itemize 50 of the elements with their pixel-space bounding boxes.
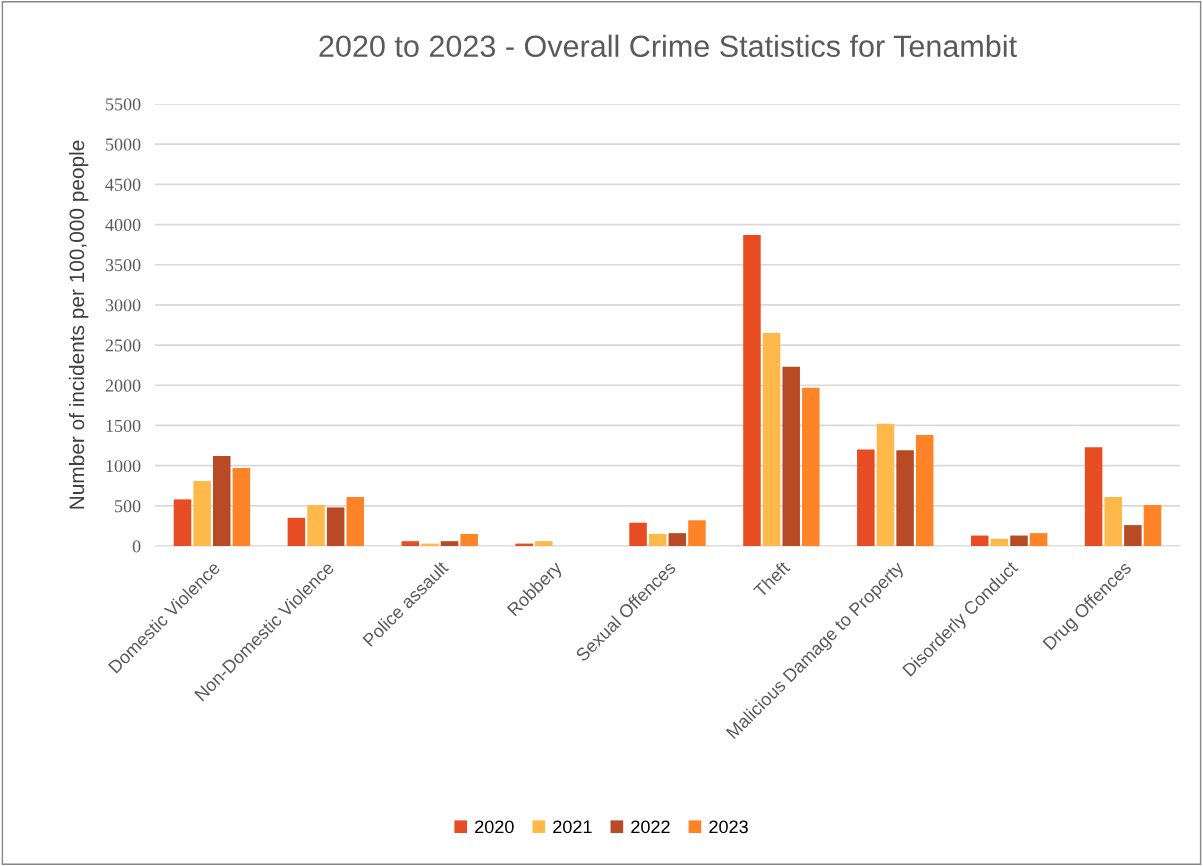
y-tick-label: 500 bbox=[115, 500, 141, 513]
y-tick-label: 5000 bbox=[106, 138, 141, 151]
y-tick-label: 3000 bbox=[105, 299, 141, 312]
bar bbox=[970, 535, 989, 546]
bar bbox=[857, 449, 875, 546]
bar bbox=[1124, 525, 1142, 546]
bar bbox=[648, 533, 667, 546]
legend-label: 2022 bbox=[631, 820, 670, 834]
bar bbox=[629, 522, 647, 546]
bar bbox=[1010, 535, 1028, 546]
bar bbox=[460, 533, 478, 546]
bar bbox=[440, 541, 459, 546]
legend-label: 2021 bbox=[553, 820, 592, 834]
y-tick-label: 2500 bbox=[105, 339, 141, 352]
bar bbox=[287, 517, 306, 546]
bar bbox=[782, 366, 800, 546]
y-tick-label: 1000 bbox=[106, 459, 141, 473]
bar bbox=[326, 507, 345, 546]
bar bbox=[1029, 533, 1048, 546]
bar bbox=[1143, 505, 1162, 546]
y-tick-label: 4500 bbox=[105, 178, 141, 191]
y-tick-label: 3500 bbox=[105, 258, 141, 272]
legend-label: 2020 bbox=[475, 820, 514, 834]
y-axis-title: Number of incidents per 100,000 people bbox=[68, 140, 89, 509]
bar bbox=[232, 468, 251, 546]
y-tick-label: 5500 bbox=[106, 98, 141, 111]
bar bbox=[762, 333, 781, 546]
bar bbox=[1104, 496, 1122, 546]
bar bbox=[173, 499, 192, 546]
bar bbox=[401, 541, 420, 546]
legend-label: 2023 bbox=[709, 820, 748, 834]
bar bbox=[802, 387, 820, 546]
bar bbox=[307, 505, 325, 546]
chart-title: 2020 to 2023 - Overall Crime Statistics for Tenambit bbox=[319, 34, 1017, 58]
bar bbox=[990, 538, 1009, 546]
bar bbox=[915, 435, 934, 546]
bar bbox=[688, 520, 706, 546]
bar bbox=[1084, 447, 1103, 546]
bar bbox=[876, 423, 895, 546]
bar bbox=[896, 450, 914, 546]
y-tick-label: 1500 bbox=[106, 419, 141, 432]
bar bbox=[213, 455, 231, 546]
y-tick-label: 4000 bbox=[105, 218, 141, 231]
bar bbox=[743, 234, 761, 546]
y-tick-label: 0 bbox=[132, 540, 141, 553]
bar bbox=[668, 533, 687, 546]
y-tick-label: 2000 bbox=[105, 379, 141, 392]
bar bbox=[535, 541, 553, 546]
bar bbox=[346, 496, 365, 546]
bar bbox=[193, 480, 211, 546]
